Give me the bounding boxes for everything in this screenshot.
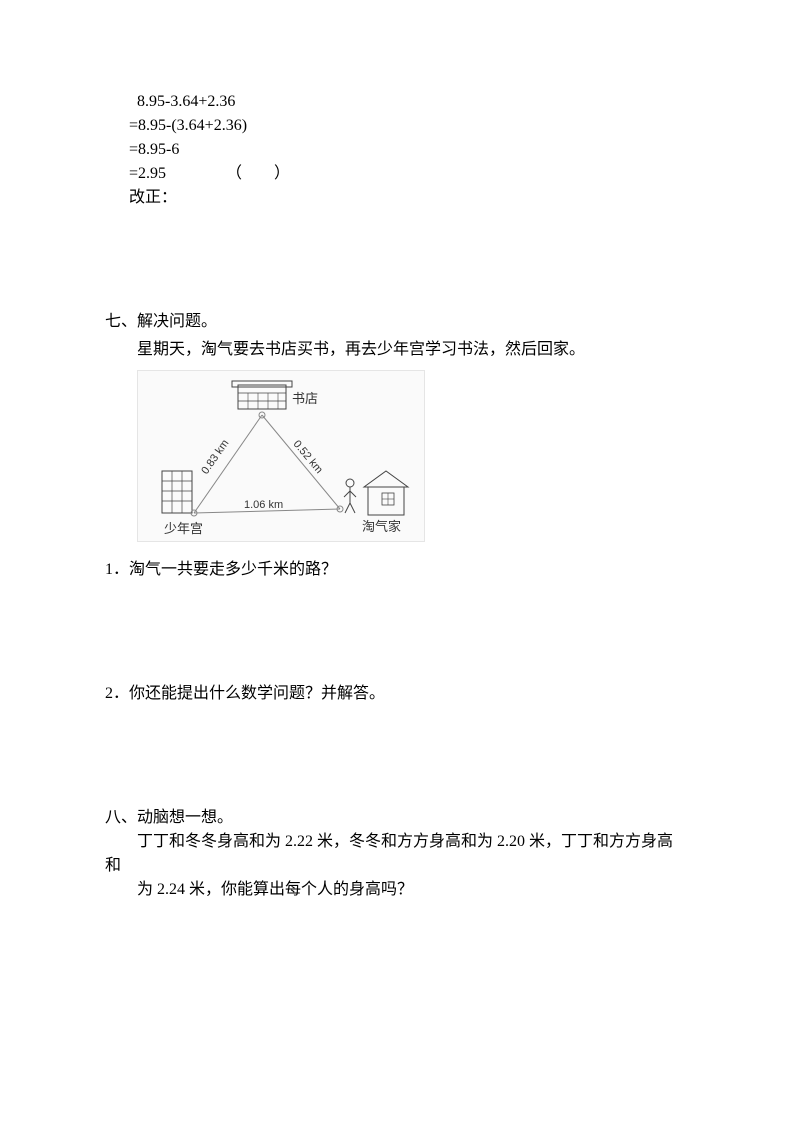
- calc-line-2: =8.95-(3.64+2.36): [129, 114, 688, 138]
- section-7-q1: 1．淘气一共要走多少千米的路？: [105, 558, 688, 582]
- calc-paren-blank: （ ）: [226, 165, 290, 182]
- calc-line-4: =2.95 （ ）: [129, 162, 688, 186]
- calculation-block: 8.95-3.64+2.36 =8.95-(3.64+2.36) =8.95-6…: [129, 90, 688, 210]
- home-label: 淘气家: [362, 517, 401, 537]
- section-8-heading: 八、动脑想一想。: [105, 806, 688, 830]
- person-figure: [346, 479, 354, 487]
- section-7-heading: 七、解决问题。: [105, 310, 688, 334]
- section-7-q2: 2．你还能提出什么数学问题？并解答。: [105, 682, 688, 706]
- section-8-line1: 丁丁和冬冬身高和为 2.22 米，冬冬和方方身高和为 2.20 米，丁丁和方方身…: [137, 830, 688, 854]
- palace-label: 少年宫: [164, 519, 203, 539]
- calc-line-4-value: =2.95: [129, 165, 166, 182]
- palace-building: [162, 471, 192, 513]
- calc-line-3: =8.95-6: [129, 138, 688, 162]
- calc-line-1: 8.95-3.64+2.36: [137, 90, 688, 114]
- dist-palace-home: 1.06 km: [244, 497, 283, 514]
- home-building: [368, 487, 404, 515]
- correction-label: 改正：: [129, 186, 688, 210]
- bookstore-label: 书店: [292, 389, 318, 409]
- route-diagram: 书店 少年宫 淘气家 0.83 km 0.52 km 1.06 km: [137, 370, 425, 542]
- section-8-line3: 为 2.24 米，你能算出每个人的身高吗？: [137, 878, 688, 902]
- section-8-line2: 和: [105, 854, 688, 878]
- bookstore-building: [238, 385, 286, 409]
- section-7-intro: 星期天，淘气要去书店买书，再去少年宫学习书法，然后回家。: [137, 338, 688, 362]
